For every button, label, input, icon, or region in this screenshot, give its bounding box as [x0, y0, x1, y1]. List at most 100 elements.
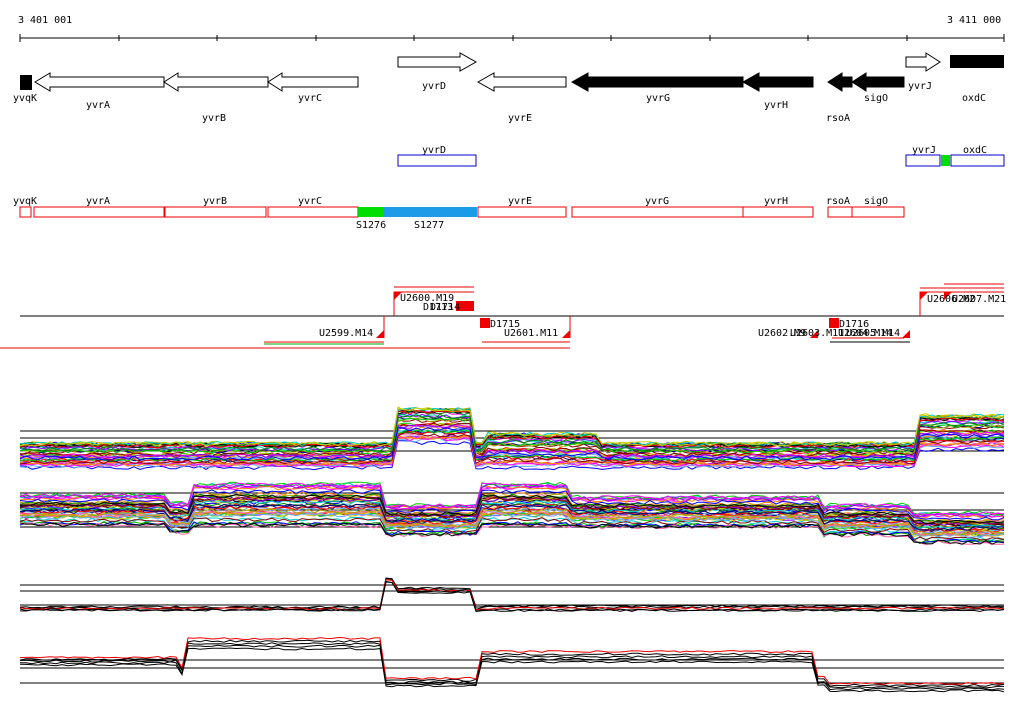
- gene-label-yvrH: yvrH: [764, 100, 788, 111]
- expression-panel-1: [19, 406, 1005, 471]
- expression-trace: [19, 508, 1005, 535]
- gene-label-yvrE: yvrE: [508, 113, 532, 124]
- red-box-yvrB[interactable]: [164, 206, 267, 218]
- gene-yvrA-arrow[interactable]: [34, 72, 165, 92]
- gene-label-oxdC: oxdC: [962, 93, 986, 104]
- expression-trace: [19, 503, 1004, 531]
- feature-U2601-flag: [562, 330, 570, 338]
- expression-trace: [19, 580, 1005, 612]
- red-label-yvrH: yvrH: [764, 196, 788, 207]
- gene-yvrG-arrow[interactable]: [570, 72, 744, 92]
- gene-label-yvrA: yvrA: [86, 100, 110, 111]
- red-box-yvrG[interactable]: [571, 206, 744, 218]
- gene-label-sigO: sigO: [864, 93, 888, 104]
- coord-end-label: 3 411 000: [947, 15, 1001, 26]
- expression-trace: [19, 647, 1005, 693]
- expression-trace: [19, 410, 1005, 449]
- expression-trace: [19, 417, 1005, 454]
- gene-yvrH-arrow[interactable]: [741, 72, 814, 92]
- gene-label-row: yvqK yvrA yvrB yvrC yvrD yvrE yvrG yvrH …: [13, 81, 986, 124]
- gene-yvrC-arrow[interactable]: [267, 72, 359, 92]
- expression-trace: [20, 644, 1005, 691]
- expression-trace: [19, 506, 1005, 534]
- feature-label-U2603: U2603.M11: [790, 328, 844, 339]
- segment-S1277[interactable]: [384, 207, 477, 217]
- feature-U2606-flag: [920, 292, 928, 300]
- expression-trace: [19, 437, 1005, 469]
- feature-label-U2604: U2604.M14: [838, 328, 892, 339]
- red-box-yvrH[interactable]: [742, 206, 814, 218]
- expression-trace: [19, 482, 1005, 516]
- coordinate-ruler: [19, 34, 1005, 42]
- red-box-yvqK[interactable]: [19, 206, 32, 218]
- expression-trace: [19, 579, 1005, 611]
- expression-trace: [19, 577, 1005, 609]
- segment-label-S1276: S1276: [356, 220, 386, 231]
- red-label-yvrA: yvrA: [86, 196, 110, 207]
- expression-panel-4: [19, 636, 1005, 693]
- feature-label-D1716: D1716: [839, 319, 869, 330]
- feature-D1716-block[interactable]: [829, 318, 839, 328]
- feature-label-U2606: U2606.M2: [927, 294, 975, 305]
- coord-start-label: 3 401 001: [18, 15, 72, 26]
- red-label-yvqK: yvqK: [13, 196, 37, 207]
- red-label-sigO: sigO: [864, 196, 888, 207]
- blue-label-yvrJ: yvrJ: [912, 145, 936, 156]
- expression-trace: [19, 416, 1005, 454]
- gene-yvrD-arrow[interactable]: [397, 52, 478, 72]
- blue-box-oxdC[interactable]: [950, 154, 1005, 167]
- feature-U2607-flag: [944, 292, 952, 300]
- expression-trace: [19, 521, 1005, 545]
- expression-panel-2: [19, 481, 1005, 546]
- red-label-yvrC: yvrC: [298, 196, 322, 207]
- segment-S1276[interactable]: [358, 207, 384, 217]
- expression-trace: [19, 434, 1005, 467]
- feature-label-U2607: U2607.M21: [952, 294, 1006, 305]
- expression-trace: [19, 432, 1005, 465]
- feature-U2600-flag: [394, 292, 402, 300]
- expression-trace: [19, 413, 1005, 452]
- expression-trace: [19, 639, 1005, 687]
- gene-yvrE-arrow[interactable]: [476, 72, 567, 92]
- expression-trace: [19, 493, 1005, 525]
- expression-trace: [19, 636, 1005, 685]
- gene-oxdC-arrow[interactable]: [950, 55, 1004, 68]
- gene-rsoA-arrow[interactable]: [827, 72, 853, 92]
- expression-trace: [19, 521, 1005, 544]
- feature-label-U2605: U2605.M14: [846, 328, 900, 339]
- blue-label-oxdC: oxdC: [963, 145, 987, 156]
- expression-trace: [19, 409, 1005, 448]
- gene-yvrJ-arrow[interactable]: [905, 52, 941, 72]
- blue-box-yvrD[interactable]: [397, 154, 477, 167]
- red-box-rsoA[interactable]: [827, 206, 853, 218]
- blue-box-yvrJ[interactable]: [905, 154, 941, 167]
- gene-arrow-track: [20, 52, 1004, 92]
- red-box-yvrE[interactable]: [477, 206, 567, 218]
- expression-trace: [19, 424, 1005, 459]
- segment-label-S1277: S1277: [414, 220, 444, 231]
- feature-D1713-block[interactable]: [456, 301, 474, 311]
- gene-label-yvrJ: yvrJ: [908, 81, 932, 92]
- blue-label-yvrD: yvrD: [422, 145, 446, 156]
- expression-trace: [19, 642, 1005, 689]
- feature-label-D1714: D1714: [430, 302, 460, 313]
- red-label-yvrE: yvrE: [508, 196, 532, 207]
- feature-track: U2600.M19 D1713 D1714 D1715 U2599.M14 U2…: [0, 283, 1006, 349]
- feature-U2599-flag: [376, 330, 384, 338]
- gene-label-yvrB: yvrB: [202, 113, 226, 124]
- gene-sigO-arrow[interactable]: [851, 72, 905, 92]
- expression-trace: [19, 512, 1005, 538]
- red-box-yvrA[interactable]: [33, 206, 165, 218]
- gene-yvqK-arrow[interactable]: [20, 75, 32, 90]
- feature-D1715-block[interactable]: [480, 318, 490, 328]
- red-box-sigO[interactable]: [851, 206, 905, 218]
- red-box-track: yvqK yvrA yvrB yvrC yvrE yvrG yvrH rsoA …: [13, 196, 905, 231]
- expression-trace: [19, 489, 1005, 521]
- gene-label-yvqK: yvqK: [13, 93, 37, 104]
- gene-yvrB-arrow[interactable]: [163, 72, 269, 92]
- feature-label-U2601: U2601.M11: [504, 328, 558, 339]
- red-box-yvrC[interactable]: [267, 206, 359, 218]
- feature-U2602-flag: [810, 330, 818, 338]
- gene-label-rsoA: rsoA: [826, 113, 850, 124]
